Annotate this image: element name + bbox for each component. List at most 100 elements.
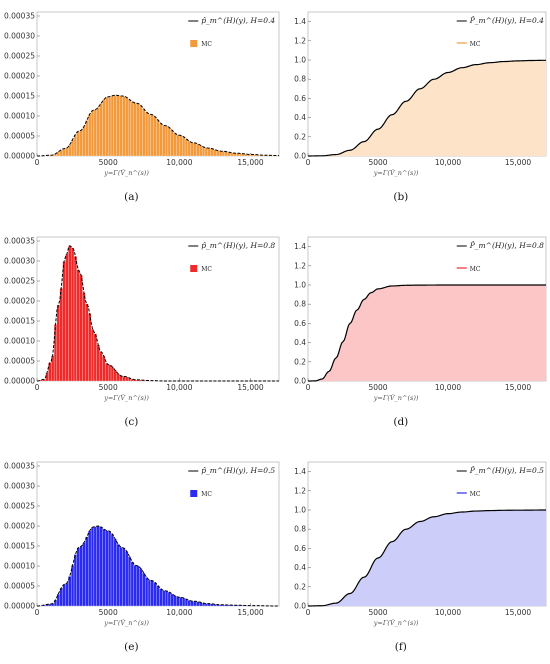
histogram-bar bbox=[150, 580, 154, 607]
y-tick-label: 0.0 bbox=[294, 602, 306, 611]
histogram-bar bbox=[156, 119, 160, 157]
histogram-bar bbox=[76, 131, 80, 157]
y-tick-label: 0.00020 bbox=[4, 522, 35, 531]
panel-caption: (c) bbox=[124, 416, 138, 428]
histogram-bar bbox=[113, 370, 117, 382]
x-tick-label: 0 bbox=[35, 383, 40, 392]
histogram-bar bbox=[85, 536, 89, 607]
y-tick-label: 1.2 bbox=[294, 486, 306, 495]
panel-b: 0.0 0.2 0.4 0.6 0.8 1.0 1.2 1.4 0 5000 10,000 15,00… bbox=[294, 11, 547, 203]
histogram-bar bbox=[156, 585, 160, 607]
legend-curve-label: P̂_m^(H)(y), H=0.4 bbox=[469, 16, 544, 25]
histogram-bar bbox=[127, 556, 132, 607]
panel-a: 0.00000 0.00005 0.00010 0.00015 0.00020 0.000… bbox=[4, 12, 280, 203]
histogram-bar bbox=[113, 539, 117, 607]
histogram-bar bbox=[133, 565, 137, 607]
histogram-bar bbox=[93, 109, 97, 157]
histogram-bar bbox=[108, 531, 112, 607]
histogram-bar bbox=[122, 547, 126, 607]
panel-caption: (a) bbox=[124, 191, 138, 203]
x-tick-label: 15,000 bbox=[237, 158, 263, 167]
histogram-bar bbox=[56, 151, 60, 157]
y-tick-label: 0.0 bbox=[294, 152, 306, 161]
y-tick-label: 1.2 bbox=[294, 36, 306, 45]
histogram-bar bbox=[122, 96, 126, 157]
x-tick-label: 10,000 bbox=[166, 383, 192, 392]
legend-curve-label: p̂_m^(H)(y), H=0.5 bbox=[201, 466, 275, 475]
y-tick-label: 1.0 bbox=[294, 281, 306, 290]
y-tick-label: 0.00025 bbox=[4, 502, 35, 511]
legend-mc-label: MC bbox=[201, 266, 212, 273]
y-tick-label: 0.00035 bbox=[4, 462, 35, 471]
y-tick-label: 1.4 bbox=[294, 17, 306, 26]
histogram-bar bbox=[102, 528, 106, 607]
y-tick-label: 0.6 bbox=[294, 94, 306, 103]
histogram-bar bbox=[122, 376, 126, 382]
x-tick-label: 0 bbox=[306, 608, 311, 617]
histogram-bar bbox=[213, 149, 217, 157]
legend-curve-label: p̂_m^(H)(y), H=0.4 bbox=[201, 16, 275, 25]
histogram-bar bbox=[110, 534, 114, 607]
histogram-bar bbox=[202, 146, 206, 157]
cdf-area bbox=[308, 60, 546, 156]
panel-caption: (b) bbox=[393, 191, 408, 203]
histogram-bar bbox=[82, 126, 86, 157]
histogram-bar bbox=[176, 134, 180, 157]
histogram-bar bbox=[130, 101, 134, 157]
histogram-bar bbox=[182, 136, 186, 157]
histogram-bar bbox=[162, 125, 166, 157]
histogram-bar bbox=[65, 582, 69, 607]
histogram-bar bbox=[125, 97, 129, 157]
histogram-bar bbox=[110, 366, 114, 382]
histogram-bar bbox=[199, 602, 203, 607]
histogram-bar bbox=[59, 288, 63, 382]
histogram-bar bbox=[184, 138, 189, 157]
histogram-bar bbox=[142, 108, 146, 157]
y-tick-label: 0.00005 bbox=[4, 132, 35, 141]
histogram-bar bbox=[170, 593, 174, 607]
histogram-bar bbox=[190, 142, 194, 157]
x-tick-label: 15,000 bbox=[237, 383, 263, 392]
panel-c: 0.00000 0.00005 0.00010 0.00015 0.00020 0.000… bbox=[4, 237, 280, 428]
histogram-bar bbox=[159, 588, 163, 607]
x-tick-label: 10,000 bbox=[435, 383, 461, 392]
y-tick-label: 0.8 bbox=[294, 300, 306, 309]
histogram-bar bbox=[224, 151, 228, 157]
histogram-bar bbox=[73, 554, 77, 607]
x-tick-label: 15,000 bbox=[505, 158, 531, 167]
legend-mc-label: MC bbox=[470, 491, 481, 498]
histogram-bar bbox=[125, 376, 129, 382]
y-tick-label: 0.00000 bbox=[4, 377, 35, 386]
x-axis-label: y=Γ(V̂_n^(s)) bbox=[373, 394, 419, 402]
density-curve bbox=[36, 245, 279, 382]
histogram-bar bbox=[193, 142, 197, 157]
y-tick-label: 0.2 bbox=[294, 582, 306, 591]
histogram-bar bbox=[48, 362, 52, 382]
histogram-bar bbox=[147, 579, 152, 607]
histogram-bar bbox=[136, 103, 140, 157]
y-tick-label: 0.00010 bbox=[4, 112, 35, 121]
y-tick-label: 0.6 bbox=[294, 319, 306, 328]
histogram-bar bbox=[82, 542, 86, 607]
histogram-bar bbox=[71, 565, 75, 607]
histogram-bar bbox=[136, 565, 140, 607]
panel-d: 0.0 0.2 0.4 0.6 0.8 1.0 1.2 1.4 0 5000 10,000 15,00… bbox=[294, 236, 547, 428]
histogram-bar bbox=[79, 275, 83, 382]
histogram-bar bbox=[145, 577, 149, 607]
y-tick-label: 0.00035 bbox=[4, 12, 35, 21]
histogram-bar bbox=[130, 561, 134, 607]
y-tick-label: 0.00000 bbox=[4, 602, 35, 611]
density-curve bbox=[36, 94, 280, 157]
cdf-curve bbox=[307, 284, 546, 382]
y-tick-label: 0.00025 bbox=[4, 277, 35, 286]
histogram-bar bbox=[93, 526, 97, 607]
x-tick-label: 0 bbox=[35, 608, 40, 617]
histogram-bar bbox=[187, 600, 191, 607]
x-tick-label: 0 bbox=[306, 158, 311, 167]
histogram-bar bbox=[90, 329, 95, 382]
x-tick-label: 10,000 bbox=[435, 608, 461, 617]
histogram-bar bbox=[176, 596, 180, 607]
histogram-bar bbox=[193, 601, 197, 607]
histogram-bar bbox=[145, 111, 149, 157]
y-tick-label: 0.00015 bbox=[4, 92, 35, 101]
